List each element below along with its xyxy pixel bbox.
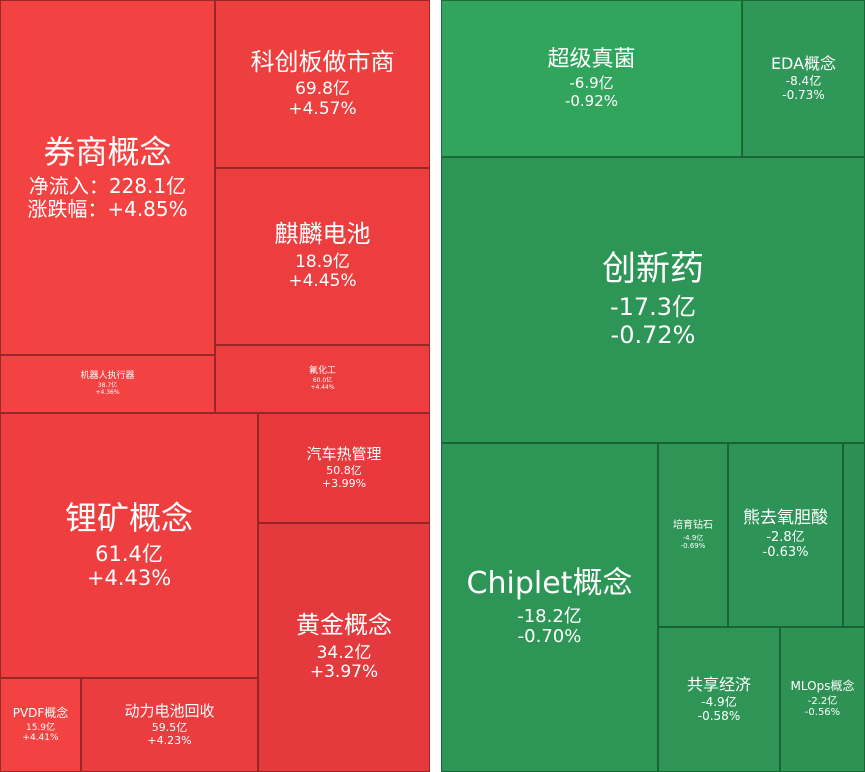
tile-name: 动力电池回收: [124, 701, 215, 720]
tile-net-inflow: -4.9亿: [682, 533, 704, 542]
treemap-tile[interactable]: [843, 443, 865, 627]
treemap-tile[interactable]: 券商概念净流入：228.1亿 涨跌幅：+4.85%: [0, 0, 215, 355]
treemap-tile[interactable]: 熊去氧胆酸 -2.8亿 -0.63%: [728, 443, 843, 627]
tile-name: PVDF概念: [12, 705, 69, 720]
tile-net-inflow: 15.9亿: [25, 722, 56, 733]
tile-name: Chiplet概念: [466, 566, 633, 602]
tile-name: 熊去氧胆酸: [743, 507, 828, 528]
tile-change: -0.92%: [564, 91, 619, 110]
tile-change: +3.99%: [321, 476, 367, 490]
tile-name: 氟化工: [308, 366, 336, 377]
tile-change: +4.36%: [95, 388, 120, 396]
tile-name: 黄金概念: [296, 611, 392, 640]
tile-change: +4.41%: [22, 732, 59, 743]
treemap-tile[interactable]: Chiplet概念 -18.2亿 -0.70%: [441, 443, 658, 772]
treemap-tile[interactable]: 共享经济 -4.9亿 -0.58%: [658, 627, 780, 772]
tile-net-inflow: 59.5亿: [151, 720, 188, 734]
tile-change: -0.72%: [610, 321, 696, 350]
treemap-tile[interactable]: 黄金概念 34.2亿 +3.97%: [258, 523, 430, 772]
tile-net-inflow: -2.2亿: [807, 695, 838, 707]
tile-net-inflow: 61.4亿: [95, 542, 163, 567]
tile-net-inflow: 50.8亿: [326, 463, 362, 477]
tile-change: +4.44%: [310, 383, 335, 391]
treemap-tile[interactable]: 创新药 -17.3亿 -0.72%: [441, 157, 865, 443]
treemap-tile[interactable]: 机器人执行器 38.7亿 +4.36%: [0, 355, 215, 413]
treemap-tile[interactable]: 麒麟电池 18.9亿 +4.45%: [215, 168, 430, 345]
tile-name: 共享经济: [686, 674, 751, 694]
tile-name: 机器人执行器: [80, 371, 135, 382]
tile-change: -0.69%: [680, 541, 706, 550]
tile-name: 汽车热管理: [306, 444, 382, 463]
tile-net-inflow: -17.3亿: [609, 293, 697, 322]
tile-net-inflow: -2.8亿: [766, 530, 805, 546]
treemap-tile[interactable]: PVDF概念 15.9亿 +4.41%: [0, 678, 81, 772]
tile-change: -0.63%: [762, 545, 809, 561]
tile-change: 涨跌幅：+4.85%: [27, 197, 188, 222]
tile-name: 培育钻石: [673, 520, 713, 532]
treemap-tile[interactable]: 氟化工 60.0亿 +4.44%: [215, 345, 430, 413]
tile-net-inflow: -18.2亿: [517, 605, 582, 627]
tile-name: 券商概念: [43, 132, 172, 171]
treemap-tile[interactable]: MLOps概念 -2.2亿 -0.56%: [780, 627, 865, 772]
treemap-tile[interactable]: 动力电池回收 59.5亿 +4.23%: [81, 678, 258, 772]
tile-name: 超级真菌: [547, 47, 636, 73]
tile-net-inflow: -4.9亿: [701, 694, 737, 709]
tile-change: +4.45%: [288, 271, 357, 292]
treemap-tile[interactable]: 锂矿概念 61.4亿 +4.43%: [0, 413, 258, 678]
tile-change: -0.70%: [517, 626, 582, 648]
treemap-tile[interactable]: 超级真菌 -6.9亿 -0.92%: [441, 0, 742, 157]
treemap-tile[interactable]: 汽车热管理 50.8亿 +3.99%: [258, 413, 430, 523]
tile-name: MLOps概念: [790, 679, 855, 694]
tile-name: EDA概念: [770, 53, 837, 73]
tile-net-inflow: 18.9亿: [295, 251, 350, 272]
tile-change: +4.57%: [288, 98, 357, 119]
tile-net-inflow: 69.8亿: [295, 79, 350, 100]
treemap-tile[interactable]: 科创板做市商 69.8亿 +4.57%: [215, 0, 430, 168]
tile-net-inflow: 净流入：228.1亿: [28, 174, 187, 199]
tile-change: -0.56%: [804, 707, 841, 719]
tile-net-inflow: -6.9亿: [569, 74, 614, 93]
tile-change: +4.43%: [86, 566, 172, 591]
tile-net-inflow: 38.7亿: [97, 381, 118, 389]
tile-net-inflow: -8.4亿: [785, 73, 822, 88]
tile-change: +3.97%: [309, 662, 379, 683]
tile-name: 锂矿概念: [64, 499, 193, 538]
tile-name: 麒麟电池: [274, 220, 371, 249]
tile-net-inflow: 34.2亿: [316, 642, 372, 663]
tile-name: 科创板做市商: [250, 47, 395, 76]
tile-change: -0.73%: [782, 87, 825, 102]
tile-net-inflow: 60.0亿: [312, 376, 333, 384]
treemap-tile[interactable]: 培育钻石 -4.9亿 -0.69%: [658, 443, 728, 627]
treemap-tile[interactable]: EDA概念 -8.4亿 -0.73%: [742, 0, 865, 157]
tile-change: -0.58%: [697, 708, 741, 723]
tile-name: 创新药: [602, 249, 704, 290]
tile-change: +4.23%: [147, 733, 192, 747]
